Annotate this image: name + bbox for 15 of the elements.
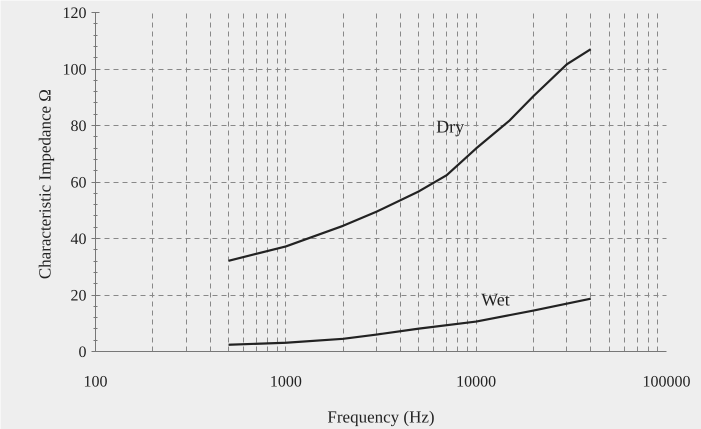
y-tick-label: 60 (70, 174, 86, 192)
x-tick-label: 10000 (456, 374, 496, 390)
y-tick-label: 40 (70, 231, 86, 248)
x-tick-label: 1000 (270, 374, 302, 390)
series-label: Wet (481, 290, 510, 310)
x-tick-label: 100000 (642, 374, 690, 390)
y-axis-title: Characteristic Impedance Ω (36, 89, 54, 280)
series-label: Dry (436, 116, 464, 136)
y-tick-label: 100 (62, 62, 86, 78)
y-tick-label: 80 (70, 118, 86, 135)
y-tick-label: 120 (62, 5, 86, 22)
x-tick-label: 100 (84, 374, 108, 390)
x-axis-title: Frequency (Hz) (327, 408, 435, 426)
y-tick-label: 0 (78, 344, 86, 361)
y-tick-label: 20 (70, 288, 86, 304)
